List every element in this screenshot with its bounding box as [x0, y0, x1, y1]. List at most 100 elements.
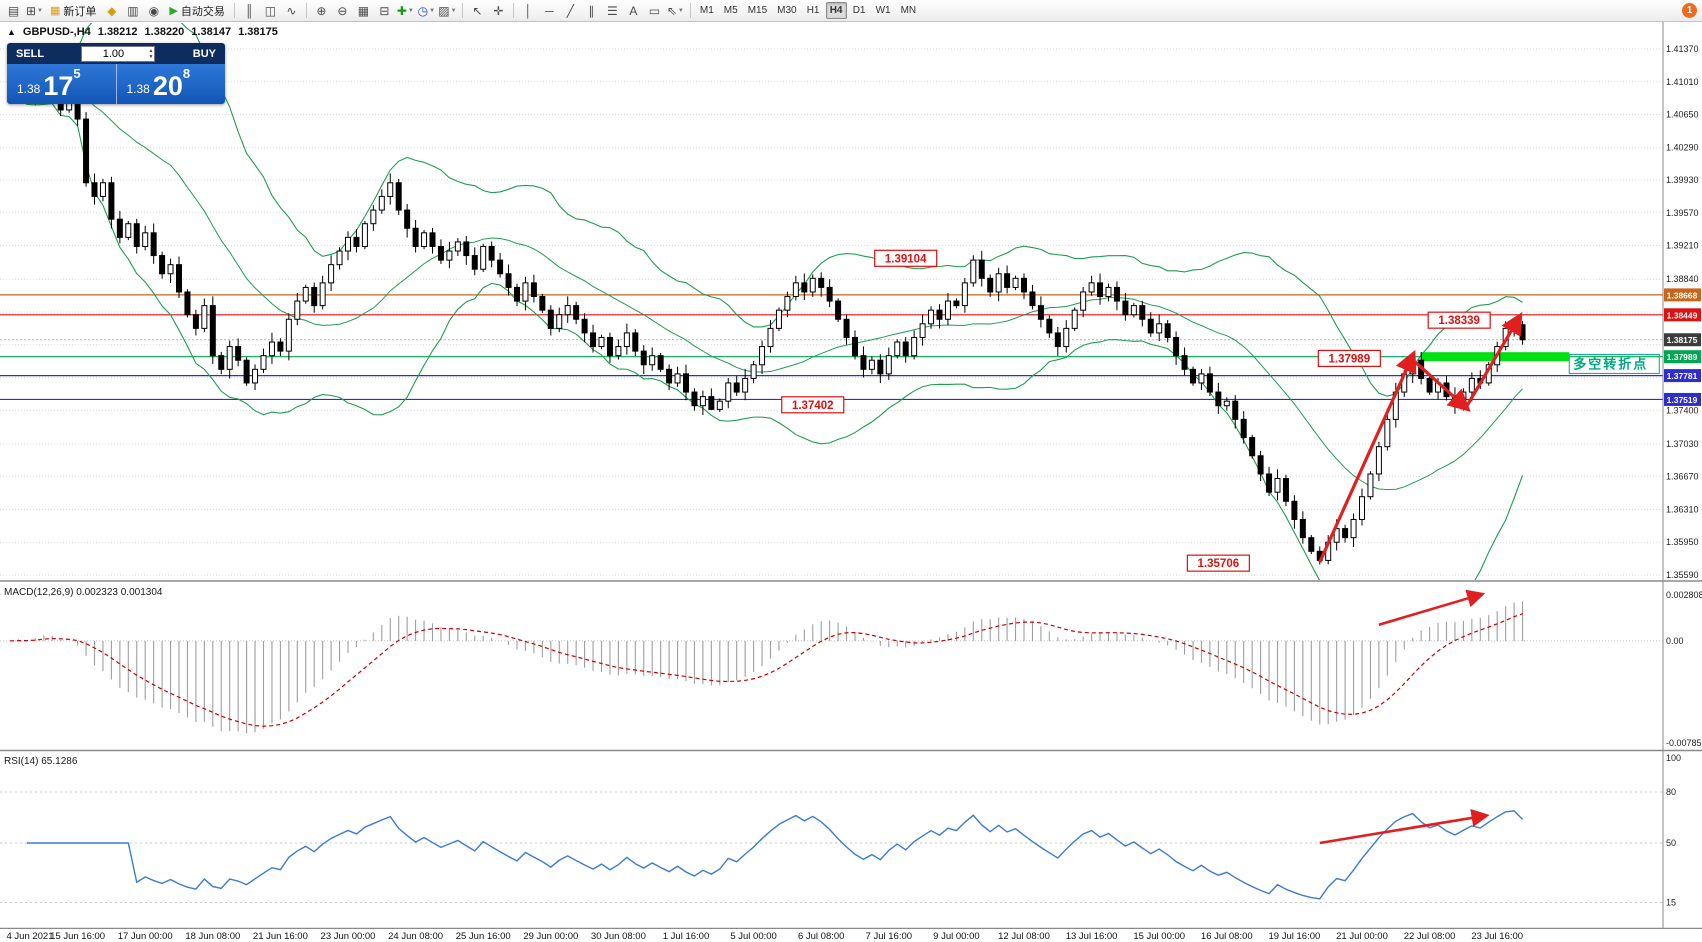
candle	[590, 332, 597, 348]
channel-icon[interactable]: ∥	[588, 3, 595, 18]
candle	[480, 245, 487, 270]
auto-arrange-icon[interactable]: ⊟	[379, 3, 390, 18]
svg-text:1.38175: 1.38175	[1667, 335, 1698, 345]
timeframe-mn[interactable]: MN	[900, 5, 917, 16]
candlestick-mode-icon[interactable]: ◫	[264, 3, 277, 18]
candle	[1359, 496, 1365, 520]
new-chart-icon-dropdown[interactable]: ▼	[37, 7, 43, 14]
macd-trend-arrow[interactable]	[1378, 589, 1486, 626]
candle	[1249, 437, 1256, 457]
sell-button[interactable]: 1.38 17 5	[7, 64, 116, 104]
candle	[336, 250, 343, 266]
candle	[201, 305, 208, 329]
svg-text:25 Jun 16:00: 25 Jun 16:00	[456, 931, 511, 942]
candle	[1282, 478, 1289, 502]
timeframe-h4[interactable]: H4	[825, 2, 847, 19]
oneclick-collapse-icon[interactable]: ▲	[7, 27, 16, 37]
cursor-icon[interactable]: ↖	[472, 3, 483, 18]
volume-up-icon[interactable]: ▲	[148, 47, 154, 54]
rsi-trend-arrow[interactable]	[1319, 808, 1490, 845]
buy-price-sup: 8	[182, 66, 191, 81]
templates-icon[interactable]: ▨ ▼	[438, 3, 457, 18]
candle	[691, 391, 698, 407]
templates-icon-dropdown[interactable]: ▼	[450, 7, 457, 14]
trend-arrows[interactable]	[1318, 311, 1523, 563]
candle	[1206, 373, 1213, 393]
candle	[666, 368, 673, 384]
volume-down-icon[interactable]: ▼	[148, 53, 154, 60]
candle	[108, 182, 115, 220]
candle	[1519, 324, 1526, 341]
candle	[387, 182, 394, 197]
svg-text:24 Jun 08:00: 24 Jun 08:00	[388, 931, 443, 942]
text-label-icon[interactable]: ▭	[648, 3, 661, 18]
volume-input[interactable]	[82, 46, 155, 61]
candle	[1299, 518, 1306, 539]
price-gridlines	[0, 48, 1663, 576]
new-chart-icon[interactable]: ⊞ ▼	[25, 3, 43, 18]
tile-windows-icon[interactable]: ▦	[357, 3, 370, 18]
horizontal-line-icon[interactable]: ─	[545, 3, 554, 18]
candle	[133, 223, 140, 247]
timeframe-m5[interactable]: M5	[723, 5, 738, 16]
svg-text:1.36670: 1.36670	[1666, 472, 1699, 482]
indicators-icon-dropdown[interactable]: ▼	[407, 7, 414, 14]
svg-text:1.41370: 1.41370	[1666, 44, 1699, 54]
web-terminal-icon[interactable]: ◉	[148, 3, 160, 18]
candle	[961, 282, 968, 307]
candle	[412, 227, 419, 247]
arrows-tool-icon[interactable]: ⇖ ▼	[666, 3, 684, 18]
trend-arrow	[1464, 311, 1523, 409]
zoom-out-icon[interactable]: ⊖	[337, 3, 348, 18]
timeframe-d1[interactable]: D1	[852, 5, 866, 16]
candle	[260, 355, 267, 370]
zoom-in-icon[interactable]: ⊕	[316, 3, 327, 18]
fibonacci-icon[interactable]: ☰	[606, 3, 618, 18]
candle	[1029, 291, 1036, 307]
candle	[987, 277, 994, 293]
candle	[767, 327, 774, 348]
timeframe-m15[interactable]: M15	[747, 5, 768, 16]
periods-icon-dropdown[interactable]: ▼	[429, 7, 436, 14]
candle	[404, 209, 411, 229]
text-icon[interactable]: A	[629, 3, 638, 18]
candle	[361, 223, 368, 247]
arrows-tool-icon-dropdown[interactable]: ▼	[677, 7, 684, 14]
symbol-label: GBPUSD-,H4	[22, 26, 91, 38]
candle	[328, 264, 335, 284]
svg-text:21 Jul 00:00: 21 Jul 00:00	[1336, 931, 1388, 942]
chart-window-icon[interactable]: ▥	[127, 3, 139, 18]
timeframe-m30[interactable]: M30	[777, 5, 797, 16]
toolbar-separator	[689, 3, 691, 18]
svg-text:1.39570: 1.39570	[1666, 208, 1699, 218]
line-chart-mode-icon[interactable]: ∿	[286, 3, 297, 18]
new-order-button[interactable]: ▦ 新订单	[50, 5, 97, 18]
autotrading-button[interactable]: ▶ 自动交易	[169, 5, 225, 18]
rsi-scale-label: 80	[1666, 787, 1676, 797]
candle	[319, 282, 326, 307]
bar-chart-mode-icon[interactable]: ║	[245, 3, 254, 18]
candle	[759, 346, 766, 366]
note-text[interactable]: 多空转折点	[1573, 356, 1648, 371]
periods-icon[interactable]: ◷ ▼	[417, 3, 436, 18]
candle	[826, 286, 833, 302]
app-menu-icon[interactable]: ▤	[7, 3, 20, 18]
toolbar-separator	[512, 3, 514, 18]
timeframe-w1[interactable]: W1	[875, 5, 891, 16]
candle	[378, 195, 385, 211]
crosshair-icon[interactable]: ✛	[493, 3, 504, 18]
trendline-icon[interactable]: ╱	[566, 3, 574, 18]
timeframe-m1[interactable]: M1	[699, 5, 714, 16]
timeframe-h1[interactable]: H1	[806, 5, 820, 16]
candle	[716, 400, 723, 410]
vertical-line-icon[interactable]: │	[524, 3, 533, 18]
notification-badge[interactable]: 1	[1682, 3, 1697, 18]
buy-button[interactable]: 1.38 20 8	[117, 64, 226, 104]
note-box[interactable]	[1568, 353, 1660, 374]
candle	[184, 291, 191, 316]
candle	[1266, 473, 1273, 493]
indicators-icon[interactable]: ✚ ▼	[396, 3, 414, 18]
metaeditor-icon[interactable]: ◆	[107, 3, 117, 18]
price-label-boxes[interactable]: 1.39104 1.38339 1.37989 1.37402 1.35706	[781, 249, 1491, 572]
